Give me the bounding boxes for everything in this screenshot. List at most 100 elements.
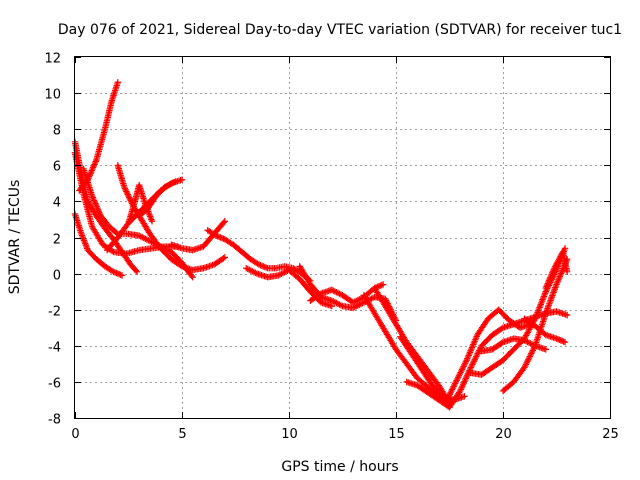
y-tick-label: 0 [53, 269, 61, 284]
data-point [220, 219, 227, 226]
data-point [461, 393, 468, 400]
data-point [89, 164, 97, 171]
data-point [91, 198, 98, 206]
data-point [548, 271, 555, 278]
data-point [121, 185, 129, 192]
data-point [543, 283, 550, 290]
data-point [108, 247, 116, 255]
y-tick-label: -4 [48, 341, 61, 356]
data-point [124, 191, 131, 198]
data-point [549, 269, 556, 276]
data-point [92, 200, 99, 207]
data-point [125, 192, 132, 200]
x-axis-label: GPS time / hours [281, 459, 398, 475]
data-point [556, 336, 563, 343]
data-point [122, 186, 129, 194]
data-point [561, 338, 569, 346]
data-point [217, 234, 224, 241]
y-tick-label: 2 [53, 233, 61, 248]
y-tick-label: -6 [48, 377, 61, 392]
data-point [546, 275, 553, 283]
series-track-9 [136, 212, 228, 274]
data-point [215, 233, 223, 241]
x-tick-label: 25 [602, 427, 619, 442]
data-point [188, 272, 195, 280]
data-point [91, 159, 99, 167]
series-track-20 [442, 306, 535, 407]
data-point [126, 194, 133, 201]
data-point [88, 167, 95, 174]
data-point [261, 263, 268, 271]
data-point [328, 302, 335, 310]
data-point [94, 205, 101, 212]
data-point [559, 337, 566, 345]
series-track-2 [71, 210, 126, 279]
data-point [260, 263, 267, 270]
data-point [218, 234, 226, 242]
y-tick-label: 4 [53, 196, 61, 211]
data-point [560, 338, 567, 345]
data-point [96, 209, 103, 216]
x-tick-label: 20 [495, 427, 512, 442]
data-point [557, 337, 564, 344]
data-point [111, 269, 119, 276]
data-point [178, 176, 186, 183]
data-point [375, 283, 383, 290]
data-point [377, 282, 384, 289]
data-point [90, 162, 97, 170]
data-point [88, 192, 96, 200]
data-point [545, 278, 552, 286]
data-point [89, 165, 96, 173]
data-point [177, 262, 184, 269]
data-point [547, 272, 555, 280]
data-point [378, 281, 385, 289]
data-point [113, 269, 120, 277]
y-tick-label: 8 [53, 124, 61, 139]
data-point [542, 284, 549, 292]
data-point [117, 271, 124, 279]
data-point [530, 341, 537, 349]
series-track-16 [371, 284, 453, 407]
data-point [554, 335, 562, 343]
data-point [553, 335, 560, 342]
plot-frame [74, 56, 611, 419]
data-point [92, 201, 100, 209]
y-tick-label: -8 [48, 413, 61, 428]
data-point [114, 79, 121, 86]
data-point [550, 266, 557, 273]
series-track-6 [103, 176, 186, 254]
data-point [257, 261, 264, 269]
data-point [93, 203, 100, 210]
series-track-25 [542, 248, 571, 292]
data-point [121, 183, 128, 191]
data-point [94, 206, 102, 213]
data-point [126, 195, 134, 203]
data-point [337, 302, 345, 309]
data-point [92, 158, 99, 165]
y-tick-label: 10 [44, 88, 61, 103]
data-point [95, 208, 102, 215]
data-point [170, 179, 178, 186]
data-point [564, 311, 571, 319]
data-point [127, 197, 134, 204]
data-point [255, 261, 263, 268]
data-point [316, 291, 323, 298]
series-track-23 [478, 335, 549, 355]
data-point [262, 264, 270, 271]
data-point [148, 218, 156, 225]
data-point [189, 274, 196, 281]
data-point [254, 260, 261, 267]
data-points [71, 79, 571, 411]
data-point [172, 178, 179, 185]
data-point [108, 267, 116, 275]
data-point [498, 325, 505, 332]
series-track-24 [521, 315, 569, 346]
axis-ticks: 0 5 10 15 20 25 -8 -6 -4 -2 0 2 4 6 8 10 12 [44, 52, 618, 443]
x-tick-label: 5 [178, 427, 186, 442]
x-tick-label: 10 [281, 427, 298, 442]
data-point [564, 268, 571, 275]
y-tick-label: 6 [53, 160, 61, 175]
data-point [498, 339, 505, 347]
data-point [213, 232, 220, 239]
